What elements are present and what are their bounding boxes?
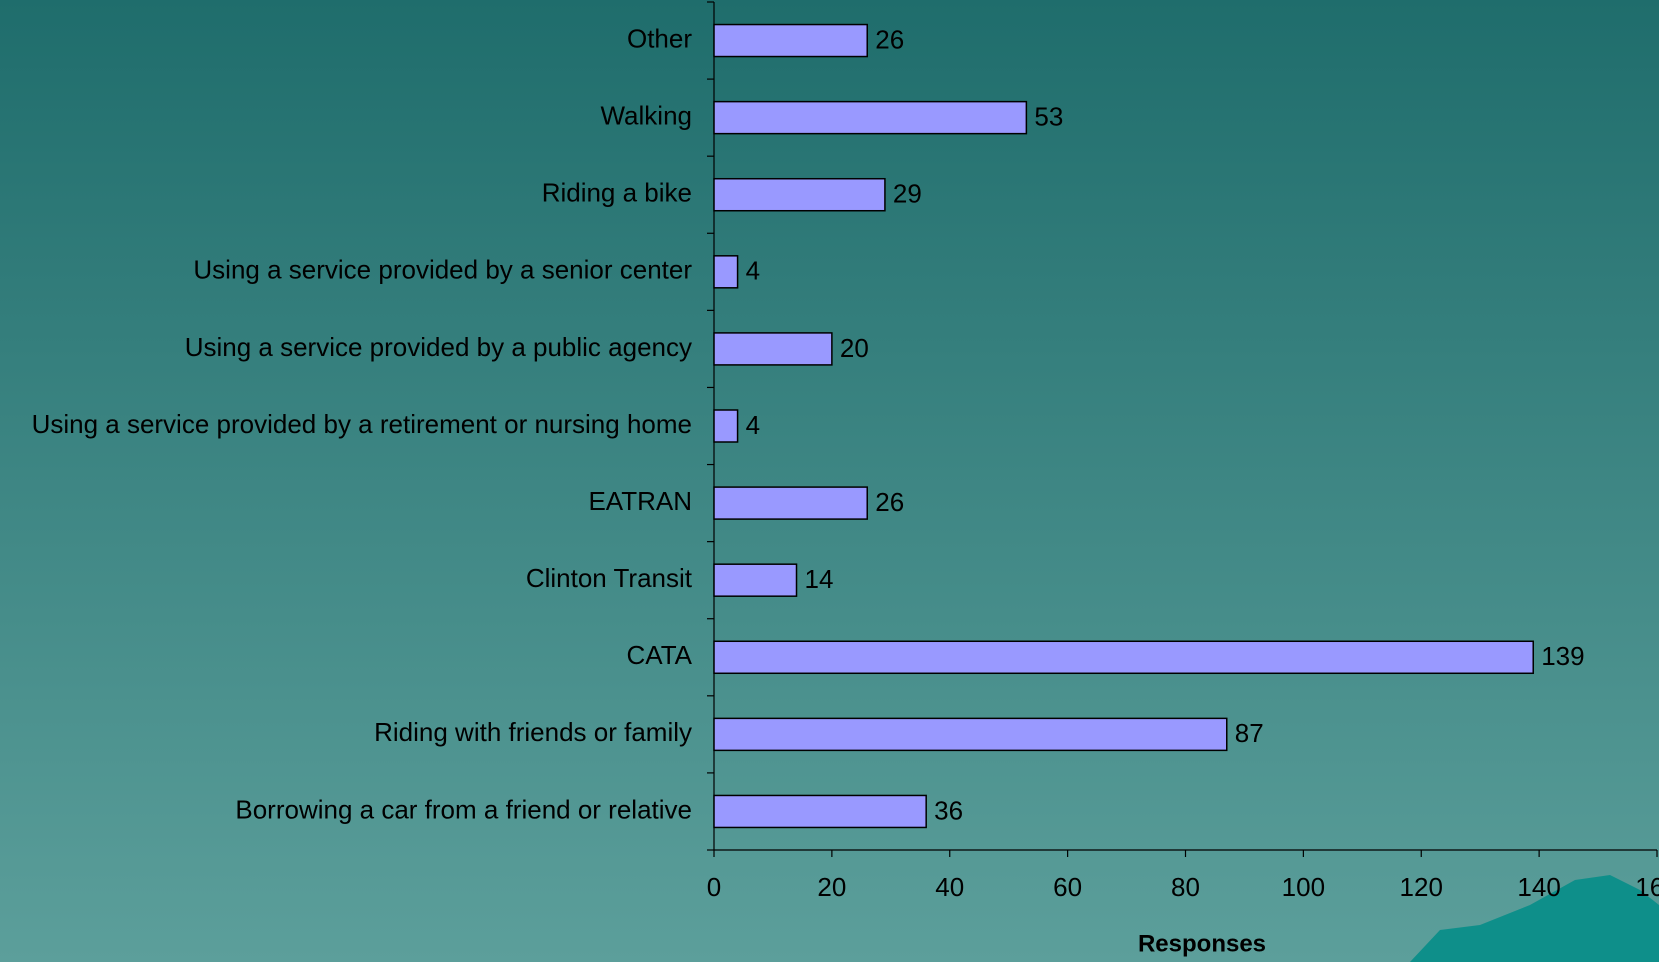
data-label: 20: [840, 333, 869, 363]
bar: [713, 563, 798, 597]
data-label: 26: [875, 487, 904, 517]
data-label: 36: [934, 795, 963, 825]
y-tick-label: CATA: [627, 640, 693, 670]
x-tick-label: 140: [1517, 872, 1560, 902]
data-label: 4: [746, 410, 760, 440]
y-tick-label: Clinton Transit: [526, 563, 693, 593]
bar: [713, 100, 1028, 135]
x-axis-title: Responses: [1138, 930, 1266, 957]
y-tick-label: Borrowing a car from a friend or relativ…: [235, 794, 692, 824]
data-label: 87: [1235, 718, 1264, 748]
data-label: 14: [805, 564, 834, 594]
bar: [713, 640, 1534, 675]
x-tick-label: 20: [817, 872, 846, 902]
decoration: [1410, 875, 1659, 962]
y-tick-label: Walking: [600, 101, 692, 131]
y-tick-label: EATRAN: [588, 486, 692, 516]
y-tick-label: Other: [627, 23, 692, 53]
x-tick-label: 160: [1635, 872, 1659, 902]
bar: [713, 794, 927, 829]
bar: [713, 717, 1228, 752]
y-tick-label: Using a service provided by a retirement…: [32, 409, 692, 439]
bar: [713, 255, 739, 289]
y-tick-label: Using a service provided by a public age…: [185, 332, 692, 362]
bar: [713, 23, 868, 58]
x-tick-label: 100: [1282, 872, 1325, 902]
x-tick-label: 120: [1400, 872, 1443, 902]
x-tick-label: 0: [707, 872, 721, 902]
bar: [713, 486, 868, 520]
bar: [713, 332, 833, 366]
bar: [713, 409, 739, 443]
x-tick-label: 80: [1171, 872, 1200, 902]
y-tick-label: Riding with friends or family: [374, 717, 692, 747]
data-label: 29: [893, 179, 922, 209]
data-label: 139: [1541, 641, 1584, 671]
x-tick-label: 40: [935, 872, 964, 902]
y-tick-label: Riding a bike: [542, 178, 692, 208]
y-tick-label: Using a service provided by a senior cen…: [193, 255, 692, 285]
bar: [713, 177, 886, 212]
x-tick-label: 60: [1053, 872, 1082, 902]
data-label: 53: [1034, 102, 1063, 132]
data-label: 26: [875, 24, 904, 54]
data-label: 4: [746, 256, 760, 286]
